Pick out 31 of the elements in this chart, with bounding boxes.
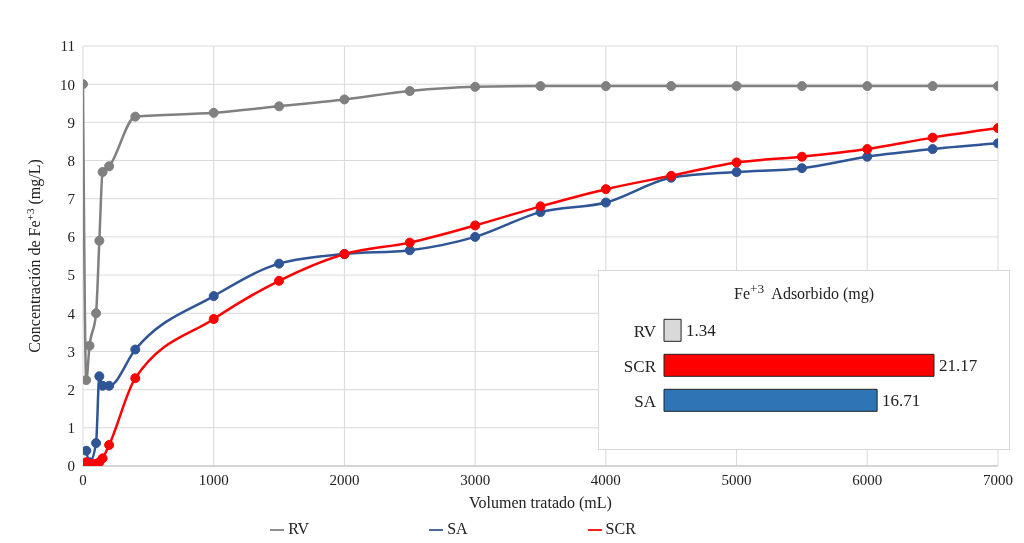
y-tick-label: 8: [67, 152, 75, 169]
y-tick-label: 7: [67, 191, 76, 208]
x-axis-title: Volumen tratado (mL): [469, 494, 612, 512]
y-tick-label: SCR: [623, 356, 657, 376]
legend-label: SCR: [605, 520, 636, 537]
legend-label: RV: [288, 520, 310, 537]
x-tick-label: 6000: [852, 471, 883, 488]
x-tick-label: 1000: [198, 471, 229, 488]
x-tick-label: 2000: [329, 471, 360, 488]
x-tick-label: 3000: [460, 471, 491, 488]
y-tick-label: 6: [67, 229, 76, 246]
x-tick-label: 5000: [721, 471, 752, 488]
x-tick-label: 7000: [983, 471, 1013, 488]
y-tick-label: SA: [634, 391, 657, 411]
data-label: 1.34: [686, 321, 717, 341]
y-tick-label: RV: [633, 321, 657, 341]
y-tick-label: 9: [67, 114, 75, 131]
y-tick-label: 5: [67, 267, 75, 284]
y-tick-label: 0: [67, 458, 75, 475]
data-label: 21.17: [939, 356, 978, 376]
y-tick-label: 2: [67, 381, 75, 398]
y-tick-label: 3: [67, 343, 75, 360]
data-label: 16.71: [882, 391, 921, 411]
y-tick-label: 1: [67, 420, 75, 437]
x-tick-label: 0: [79, 471, 87, 488]
y-tick-label: 11: [60, 38, 75, 55]
y-tick-label: 4: [67, 305, 76, 322]
chart-title: Fe$^{+3}$ Adsorbido (mg): [733, 281, 875, 304]
legend-label: SA: [447, 520, 468, 537]
x-tick-label: 4000: [590, 471, 621, 488]
y-tick-label: 10: [60, 76, 75, 93]
